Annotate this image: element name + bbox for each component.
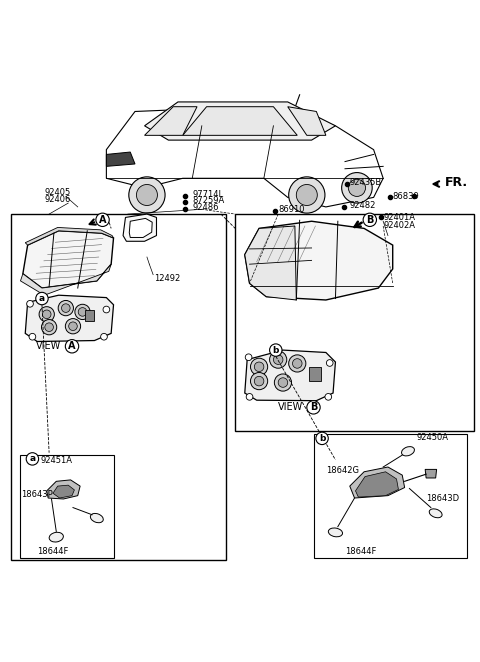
Polygon shape <box>53 485 74 498</box>
Circle shape <box>325 393 332 401</box>
Text: FR.: FR. <box>445 175 468 189</box>
Circle shape <box>136 185 157 205</box>
Circle shape <box>78 308 87 316</box>
Ellipse shape <box>429 509 442 518</box>
Ellipse shape <box>49 532 63 542</box>
Circle shape <box>292 359 302 368</box>
Circle shape <box>348 179 365 197</box>
Text: 18642G: 18642G <box>326 466 359 475</box>
Circle shape <box>101 334 108 340</box>
Polygon shape <box>85 310 95 322</box>
Circle shape <box>326 359 333 366</box>
Text: 18643D: 18643D <box>426 495 459 504</box>
Circle shape <box>27 301 34 307</box>
Polygon shape <box>23 231 114 288</box>
Polygon shape <box>245 221 393 300</box>
Text: 92405: 92405 <box>44 188 71 197</box>
Text: b: b <box>319 434 325 443</box>
Circle shape <box>75 305 90 320</box>
Ellipse shape <box>90 514 103 523</box>
Text: 18644F: 18644F <box>345 547 376 556</box>
Text: 92486: 92486 <box>192 203 219 212</box>
Polygon shape <box>144 107 197 135</box>
Text: 18643P: 18643P <box>22 490 53 498</box>
Circle shape <box>245 354 252 361</box>
Polygon shape <box>47 480 80 499</box>
Circle shape <box>316 432 328 445</box>
Polygon shape <box>183 107 297 135</box>
Circle shape <box>296 185 317 205</box>
Text: a: a <box>29 454 36 463</box>
Polygon shape <box>356 472 398 497</box>
Circle shape <box>45 323 53 332</box>
Polygon shape <box>309 367 321 381</box>
Circle shape <box>342 173 372 203</box>
Text: 92482: 92482 <box>350 201 376 211</box>
Text: 18644F: 18644F <box>37 547 69 556</box>
Circle shape <box>288 355 306 372</box>
Circle shape <box>363 213 376 226</box>
Text: 92402A: 92402A <box>383 220 415 230</box>
Circle shape <box>270 344 282 356</box>
Circle shape <box>288 177 325 213</box>
Circle shape <box>61 304 70 312</box>
Circle shape <box>36 293 48 305</box>
Text: 92450A: 92450A <box>417 434 449 442</box>
Text: 92451A: 92451A <box>40 456 72 465</box>
Text: 86910: 86910 <box>278 205 305 214</box>
Text: A: A <box>99 214 106 225</box>
Circle shape <box>246 393 253 401</box>
Circle shape <box>278 378 288 387</box>
Circle shape <box>251 373 268 390</box>
Polygon shape <box>129 218 152 238</box>
Polygon shape <box>288 107 326 135</box>
Circle shape <box>307 401 320 414</box>
Circle shape <box>26 453 38 465</box>
Circle shape <box>42 310 51 318</box>
Text: a: a <box>39 294 45 303</box>
Text: 92406: 92406 <box>44 195 71 205</box>
Circle shape <box>254 362 264 371</box>
Text: 92401A: 92401A <box>383 213 415 222</box>
Circle shape <box>39 307 54 322</box>
Polygon shape <box>425 469 437 478</box>
Circle shape <box>69 322 77 330</box>
Text: B: B <box>366 214 373 225</box>
Circle shape <box>254 376 264 386</box>
Circle shape <box>129 177 165 213</box>
Polygon shape <box>107 152 135 166</box>
Polygon shape <box>245 226 296 300</box>
Text: b: b <box>273 346 279 355</box>
Polygon shape <box>25 295 114 342</box>
Polygon shape <box>25 228 114 245</box>
Circle shape <box>270 351 287 368</box>
Text: 87259A: 87259A <box>192 196 225 205</box>
Text: 86839: 86839 <box>393 192 420 201</box>
Ellipse shape <box>328 528 343 537</box>
Text: A: A <box>68 342 76 352</box>
Circle shape <box>96 213 109 226</box>
Polygon shape <box>245 350 336 401</box>
Polygon shape <box>21 264 111 295</box>
Polygon shape <box>350 467 405 498</box>
Circle shape <box>65 340 79 353</box>
Polygon shape <box>144 102 336 140</box>
Circle shape <box>274 355 283 364</box>
Text: VIEW: VIEW <box>36 342 61 352</box>
Text: 92435B: 92435B <box>350 177 382 187</box>
Circle shape <box>41 320 57 335</box>
Text: VIEW: VIEW <box>278 402 303 412</box>
Polygon shape <box>123 214 156 241</box>
Circle shape <box>29 334 36 340</box>
Circle shape <box>275 374 291 391</box>
Circle shape <box>251 358 268 375</box>
Circle shape <box>103 307 110 313</box>
Ellipse shape <box>402 447 414 456</box>
Text: 97714L: 97714L <box>192 189 223 199</box>
Text: 12492: 12492 <box>154 274 180 283</box>
Circle shape <box>58 301 73 316</box>
Text: B: B <box>310 402 317 412</box>
Circle shape <box>65 318 81 334</box>
